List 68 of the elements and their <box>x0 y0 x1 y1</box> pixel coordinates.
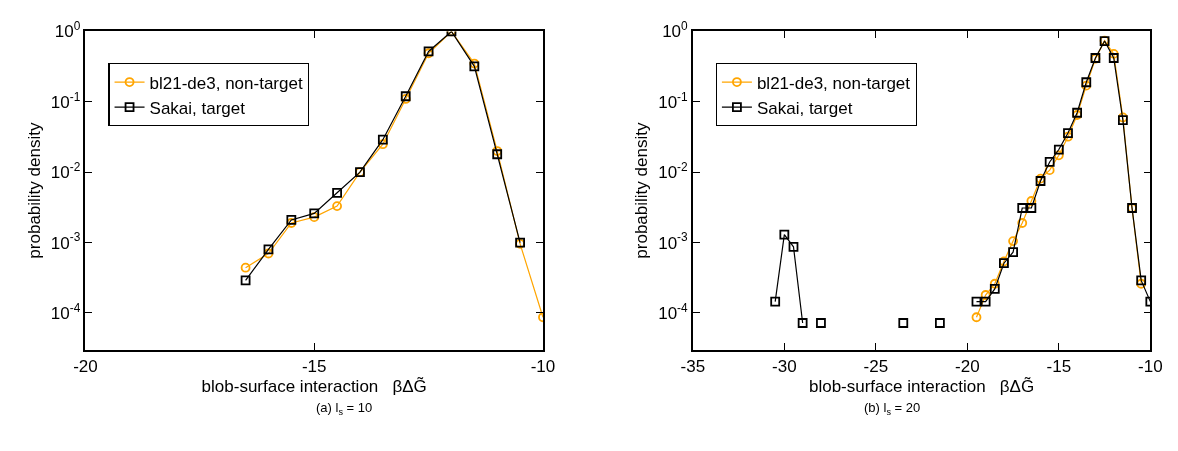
point <box>332 187 342 198</box>
y-axis-title: probability density <box>24 122 44 259</box>
point <box>1108 49 1119 59</box>
point <box>770 296 781 307</box>
point <box>1108 53 1119 63</box>
legend-label: bl21-de3, non-target <box>149 73 303 93</box>
point <box>240 275 251 286</box>
x-tick-label: -25 <box>863 356 889 376</box>
point <box>492 149 503 160</box>
point <box>1017 203 1028 213</box>
point <box>263 244 274 255</box>
x-axis-title: blob-surface interaction βΔG̃ <box>201 375 427 396</box>
point <box>779 229 790 240</box>
point <box>797 318 808 328</box>
x-tick-label: -15 <box>301 356 327 376</box>
y-tick-label: 10$^{-1}$ <box>658 89 689 112</box>
text: (b) l$_{s}$ = 20 <box>864 400 921 417</box>
x-axis-title: blob-surface interaction βΔG̃ <box>808 375 1035 396</box>
point <box>1008 247 1018 258</box>
x-tick-label: -10 <box>530 356 556 376</box>
y-tick-label: 10$^{0}$ <box>662 19 689 42</box>
x-tick-label: -15 <box>1046 356 1072 376</box>
y-tick-label: 10$^{0}$ <box>54 19 81 42</box>
point <box>1053 150 1064 161</box>
point <box>1026 203 1037 213</box>
y-tick-label: 10$^{-2}$ <box>50 160 81 183</box>
point <box>377 134 388 145</box>
x-tick-label: -20 <box>73 356 98 376</box>
y-tick-label: 10$^{-4}$ <box>50 300 81 323</box>
point <box>1026 196 1037 206</box>
point <box>898 318 909 328</box>
point <box>1044 157 1055 167</box>
legend-label: bl21-de3, non-target <box>756 73 911 93</box>
point <box>332 201 342 211</box>
point <box>816 318 826 328</box>
point <box>934 318 945 328</box>
point <box>1063 131 1073 142</box>
point <box>989 278 1000 289</box>
x-tick-label: -10 <box>1138 356 1163 376</box>
y-axis-title: probability density <box>632 122 652 259</box>
point <box>971 296 982 307</box>
y-tick-label: 10$^{-1}$ <box>50 89 81 112</box>
point <box>1063 128 1073 138</box>
legend-label: Sakai, target <box>149 98 246 118</box>
point <box>1044 165 1055 176</box>
y-tick-label: 10$^{-3}$ <box>50 230 81 253</box>
point <box>240 262 251 273</box>
y-tick-label: 10$^{-4}$ <box>658 300 689 323</box>
point <box>492 146 503 156</box>
x-tick-label: -30 <box>772 356 797 376</box>
point <box>980 296 991 307</box>
text: (a) l$_{s}$ = 10 <box>316 400 373 417</box>
point <box>263 248 274 259</box>
point <box>971 312 982 323</box>
y-tick-label: 10$^{-3}$ <box>658 230 689 253</box>
point <box>980 290 991 300</box>
point <box>309 208 320 219</box>
legend-label: Sakai, target <box>756 98 853 118</box>
point <box>1017 218 1028 228</box>
point <box>1053 144 1064 155</box>
point <box>788 241 799 252</box>
x-tick-label: -20 <box>955 356 980 376</box>
y-tick-label: 10$^{-2}$ <box>658 160 689 183</box>
x-tick-label: -35 <box>680 356 706 376</box>
point <box>1008 236 1018 246</box>
point <box>377 139 388 150</box>
point <box>309 212 320 223</box>
point <box>989 283 1000 294</box>
